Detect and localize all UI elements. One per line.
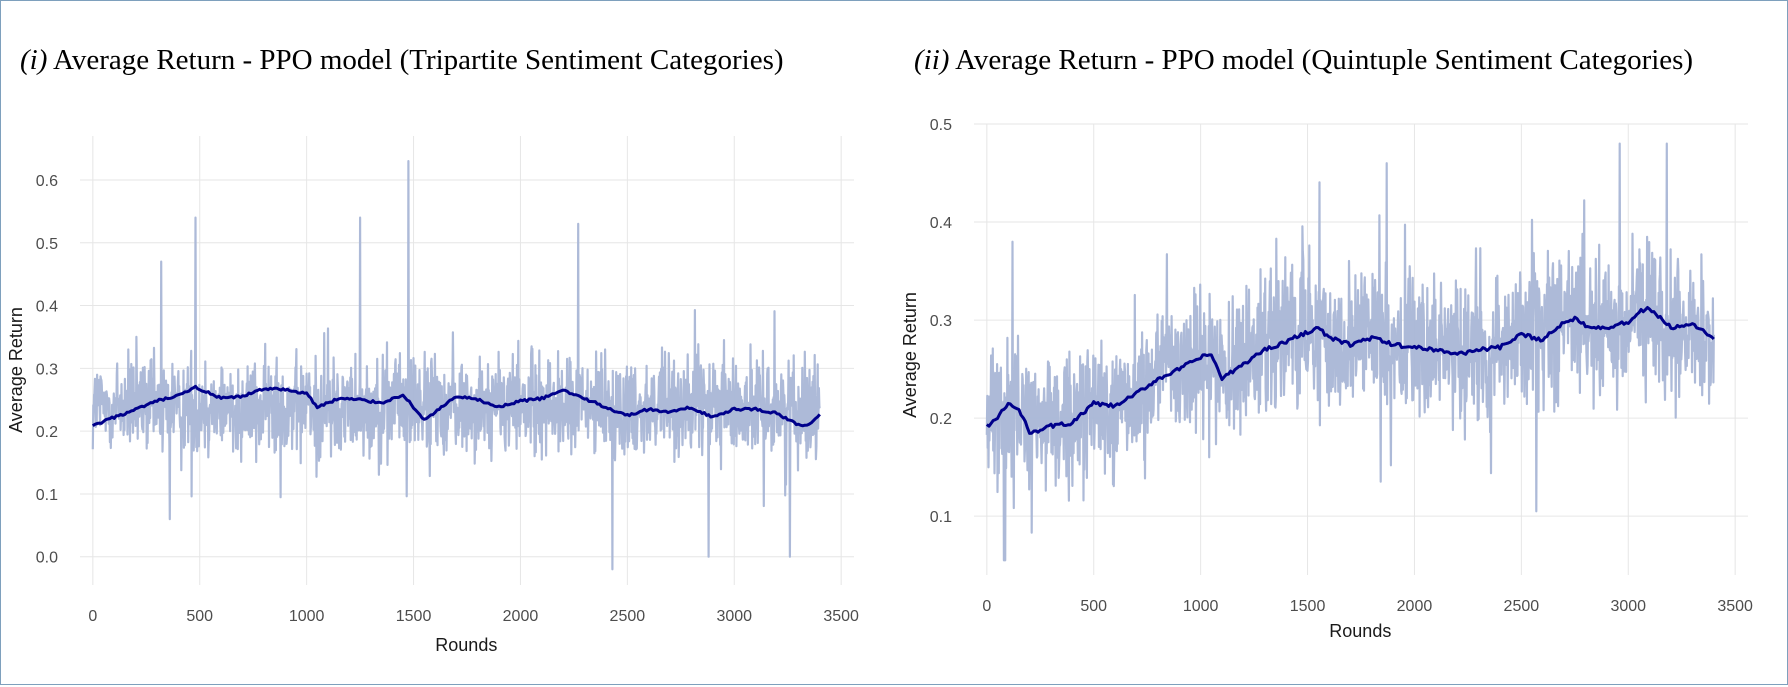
chart-2-raw-series-line [985, 142, 1715, 562]
chart-1-x-tick-label: 0 [88, 608, 97, 625]
chart-1-title-text: Average Return - PPO model (Tripartite S… [53, 44, 784, 76]
chart-2-title: (ii) Average Return - PPO model (Quintup… [914, 44, 1693, 77]
chart-1-x-tick-label: 1500 [396, 608, 432, 625]
chart-1-y-tick-label: 0.5 [36, 236, 58, 253]
chart-1-y-tick-label: 0.4 [36, 299, 58, 316]
chart-2-x-tick-label: 1500 [1290, 598, 1326, 615]
chart-2-x-tick-label: 1000 [1183, 598, 1219, 615]
chart-1-x-tick-label: 3500 [823, 608, 859, 625]
chart-2-x-tick-label: 2000 [1397, 598, 1433, 615]
chart-1-x-tick-label: 1000 [289, 608, 325, 625]
chart-1-y-axis-label: Average Return [6, 307, 26, 433]
chart-1-x-tick-label: 3000 [716, 608, 752, 625]
chart-2-y-tick-label: 0.3 [930, 313, 952, 330]
chart-2-y-tick-label: 0.4 [930, 215, 952, 232]
chart-1-title-prefix: (i) [20, 44, 48, 76]
chart-2-x-tick-label: 0 [982, 598, 991, 615]
chart-2-y-tick-label: 0.5 [930, 117, 952, 134]
chart-2-x-tick-label: 3500 [1717, 598, 1753, 615]
chart-1-x-axis-label: Rounds [435, 635, 497, 655]
chart-1-y-tick-label: 0.2 [36, 424, 58, 441]
chart-2-x-tick-label: 2500 [1504, 598, 1540, 615]
chart-1-title: (i) Average Return - PPO model (Triparti… [20, 44, 784, 77]
chart-1-y-tick-label: 0.1 [36, 487, 58, 504]
chart-2-x-tick-label: 500 [1080, 598, 1107, 615]
chart-1-x-tick-label: 2000 [503, 608, 539, 625]
chart-2-y-tick-label: 0.1 [930, 509, 952, 526]
chart-1-x-tick-label: 500 [186, 608, 213, 625]
chart-2-y-tick-label: 0.2 [930, 411, 952, 428]
chart-2-x-axis-label: Rounds [1329, 621, 1391, 641]
chart-2-moving-average-line [985, 306, 1715, 435]
chart-1-moving-average-line [91, 384, 821, 428]
chart-1-raw-series-line [91, 160, 821, 571]
chart-2-y-axis-label: Average Return [900, 292, 920, 418]
chart-1-y-tick-label: 0.3 [36, 361, 58, 378]
chart-2-title-prefix: (ii) [914, 44, 950, 76]
chart-2-title-text: Average Return - PPO model (Quintuple Se… [955, 44, 1694, 76]
chart-1: 0 500 1000 1500 2000 2500 3000 3500 0.0 0.1 0.2 0.3… [6, 136, 859, 655]
chart-2-x-tick-label: 3000 [1610, 598, 1646, 615]
chart-1-y-tick-label: 0.0 [36, 550, 58, 567]
chart-1-x-tick-label: 2500 [610, 608, 646, 625]
chart-1-y-tick-label: 0.6 [36, 173, 58, 190]
